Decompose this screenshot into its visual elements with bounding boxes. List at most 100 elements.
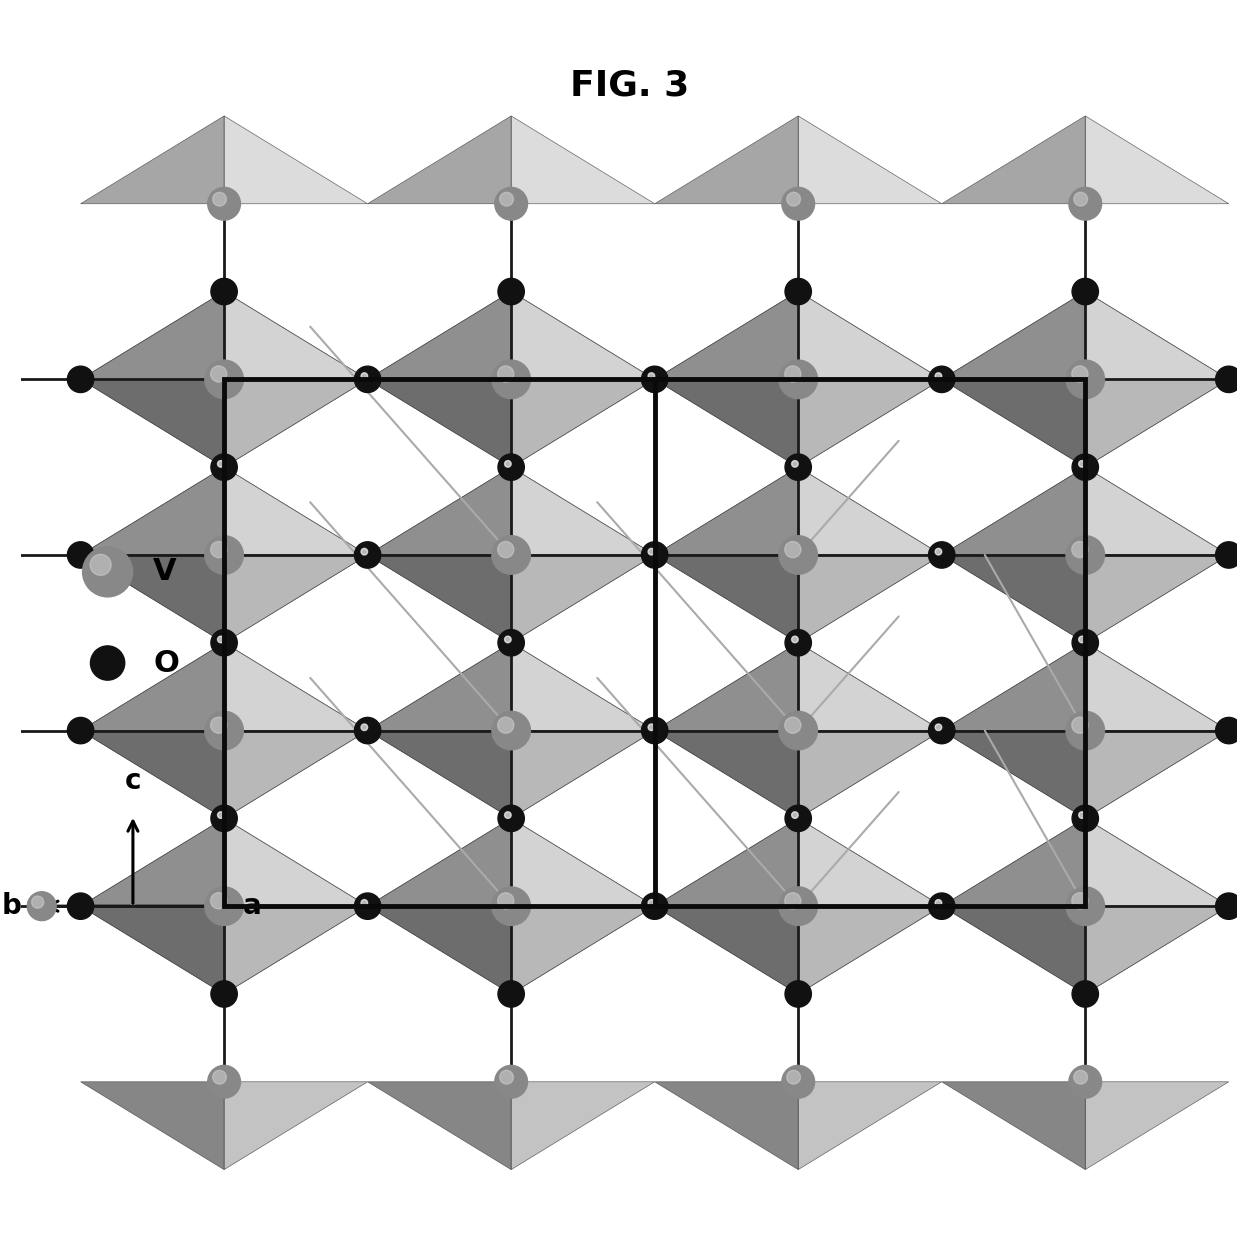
Circle shape [791, 812, 799, 818]
Polygon shape [941, 116, 1085, 204]
Polygon shape [1085, 380, 1229, 467]
Polygon shape [1085, 116, 1229, 204]
Circle shape [935, 372, 941, 380]
Text: c: c [125, 767, 141, 794]
Circle shape [361, 548, 367, 555]
Polygon shape [799, 818, 941, 994]
Circle shape [217, 461, 224, 467]
Polygon shape [941, 380, 1085, 467]
Circle shape [929, 717, 955, 743]
Polygon shape [81, 642, 224, 731]
Circle shape [779, 360, 817, 398]
Polygon shape [224, 731, 367, 818]
Polygon shape [511, 291, 655, 467]
Circle shape [355, 542, 381, 568]
Polygon shape [367, 555, 511, 642]
Circle shape [785, 893, 801, 909]
Polygon shape [655, 555, 799, 642]
Polygon shape [941, 818, 1085, 994]
Circle shape [505, 812, 511, 818]
Polygon shape [655, 906, 799, 994]
Polygon shape [511, 731, 655, 818]
Polygon shape [941, 467, 1085, 642]
Polygon shape [81, 291, 224, 467]
Polygon shape [941, 291, 1085, 467]
Circle shape [361, 725, 367, 731]
Circle shape [1215, 717, 1240, 743]
Polygon shape [367, 291, 511, 380]
Polygon shape [224, 642, 367, 731]
Circle shape [500, 1071, 513, 1084]
Circle shape [498, 454, 525, 481]
Circle shape [205, 886, 243, 925]
Text: FIG. 3: FIG. 3 [569, 68, 689, 102]
Polygon shape [81, 818, 224, 994]
Polygon shape [799, 467, 941, 555]
Circle shape [1215, 366, 1240, 392]
Circle shape [355, 893, 381, 919]
Polygon shape [941, 291, 1085, 380]
Polygon shape [224, 555, 367, 642]
Circle shape [935, 548, 941, 555]
Polygon shape [799, 818, 941, 906]
Circle shape [785, 279, 811, 305]
Text: b: b [1, 893, 21, 920]
Polygon shape [224, 818, 367, 994]
Polygon shape [367, 1082, 511, 1169]
Circle shape [83, 547, 133, 596]
Polygon shape [655, 818, 799, 994]
Circle shape [355, 717, 381, 743]
Circle shape [779, 886, 817, 925]
Polygon shape [224, 467, 367, 642]
Polygon shape [224, 116, 367, 204]
Circle shape [785, 981, 811, 1007]
Polygon shape [511, 818, 655, 994]
Polygon shape [799, 555, 941, 642]
Circle shape [649, 725, 655, 731]
Circle shape [1066, 360, 1105, 398]
Circle shape [211, 630, 237, 656]
Circle shape [786, 1071, 801, 1084]
Polygon shape [941, 642, 1085, 818]
Circle shape [217, 636, 224, 642]
Circle shape [208, 1066, 241, 1098]
Circle shape [205, 535, 243, 574]
Circle shape [205, 360, 243, 398]
Circle shape [498, 279, 525, 305]
Circle shape [361, 372, 367, 380]
Polygon shape [799, 116, 941, 204]
Circle shape [67, 717, 94, 743]
Polygon shape [1085, 555, 1229, 642]
Polygon shape [941, 906, 1085, 994]
Circle shape [361, 900, 367, 906]
Circle shape [785, 454, 811, 481]
Circle shape [1074, 1071, 1087, 1084]
Polygon shape [655, 291, 799, 380]
Polygon shape [655, 642, 799, 818]
Polygon shape [511, 291, 655, 380]
Polygon shape [367, 906, 511, 994]
Polygon shape [1085, 467, 1229, 555]
Circle shape [786, 192, 801, 205]
Circle shape [497, 542, 513, 558]
Circle shape [1079, 636, 1085, 642]
Circle shape [67, 893, 94, 919]
Circle shape [492, 360, 531, 398]
Polygon shape [81, 906, 224, 994]
Circle shape [1066, 711, 1105, 749]
Polygon shape [1085, 1082, 1229, 1169]
Polygon shape [941, 818, 1085, 906]
Polygon shape [655, 642, 799, 731]
Circle shape [217, 812, 224, 818]
Circle shape [497, 717, 513, 733]
Circle shape [785, 366, 801, 382]
Circle shape [779, 535, 817, 574]
Circle shape [791, 461, 799, 467]
Circle shape [649, 900, 655, 906]
Polygon shape [655, 291, 799, 467]
Circle shape [91, 646, 125, 680]
Polygon shape [941, 555, 1085, 642]
Polygon shape [81, 467, 224, 642]
Bar [224, 380, 1085, 906]
Polygon shape [367, 642, 511, 731]
